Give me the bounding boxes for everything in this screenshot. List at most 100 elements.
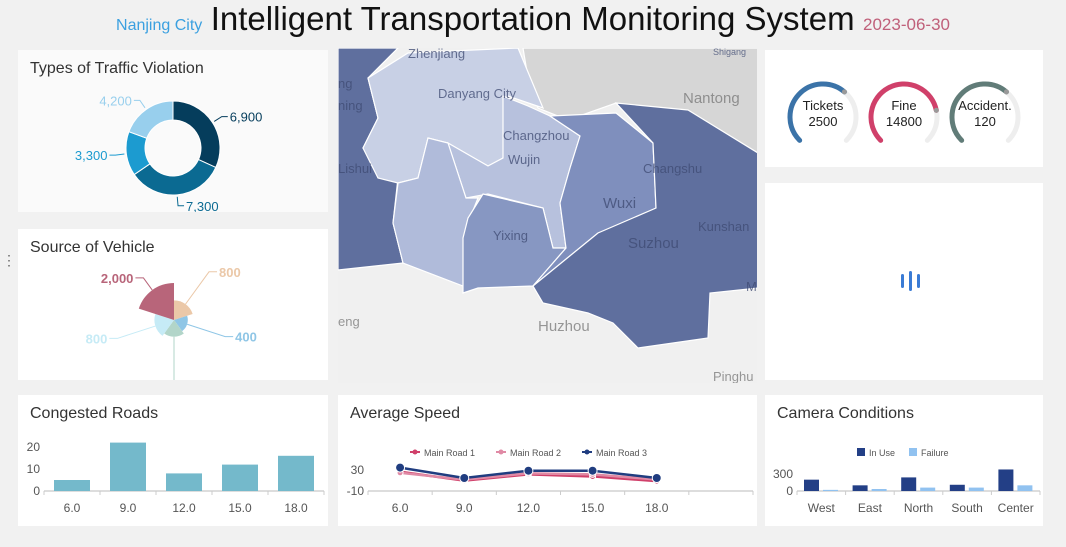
panel-title: Congested Roads [30, 405, 159, 422]
camera-bar [901, 477, 917, 491]
speed-point [523, 465, 534, 476]
x-tick-label: North [904, 501, 933, 515]
camera-panel: Camera Conditions West East North South Cent… [765, 395, 1043, 526]
legend-label: In Use [869, 448, 895, 458]
map-label: Kunshan [698, 219, 749, 234]
gauge-value: 14800 [886, 114, 922, 129]
x-tick-label: 12.0 [172, 501, 196, 515]
rose-label: 800 [86, 331, 108, 346]
panel-title: Average Speed [350, 405, 461, 422]
gauge-label: Accident. [958, 98, 1011, 113]
speed-line-chart: 6.0 9.0 12.0 15.0 18.0 -10 30 Main Road 1 Main R… [347, 448, 754, 515]
donut-label: 4,200 [99, 93, 132, 108]
vehicle-panel: Source of Vehicle 800 400 600 800 2,000 [18, 229, 328, 380]
camera-bar-chart: West East North South Center 0 300 In Use Failur… [773, 448, 1041, 515]
violation-panel: Types of Traffic Violation 6,900 7,300 3,3… [18, 50, 328, 212]
gauge-pointer [1003, 89, 1009, 95]
rose-label: 400 [235, 330, 257, 345]
rose-label-line [135, 277, 153, 291]
loading-panel [765, 183, 1043, 380]
legend-label: Failure [921, 448, 949, 458]
rose-label: 800 [219, 265, 241, 280]
speed-point [459, 473, 470, 483]
gauge-progress [787, 81, 847, 143]
camera-bar [949, 484, 965, 491]
donut-label: 6,900 [230, 110, 263, 125]
vehicle-rose-chart: 800 400 600 800 2,000 [86, 265, 257, 380]
camera-bar [968, 487, 984, 491]
legend-label: Main Road 3 [596, 448, 647, 458]
gauge-pointer [841, 89, 847, 95]
region-map[interactable]: Zhenjiang Danyang City Nantong Shigang Chang… [338, 48, 757, 383]
donut-label: 3,300 [75, 148, 108, 163]
x-tick-label: 6.0 [64, 501, 81, 515]
legend-label: Main Road 1 [424, 448, 475, 458]
camera-bar [852, 485, 868, 491]
x-tick-label: 6.0 [392, 501, 409, 515]
gauge-label: Tickets [803, 98, 844, 113]
region-suzhou [532, 102, 757, 349]
rose-slice [174, 315, 188, 332]
y-tick-label: 0 [786, 484, 793, 498]
map-label: eng [338, 314, 360, 329]
region-yixing [462, 193, 568, 294]
panel-title: Types of Traffic Violation [30, 60, 204, 77]
rose-label-line [109, 325, 156, 339]
map-panel[interactable]: Zhenjiang Danyang City Nantong Shigang Chang… [338, 48, 757, 383]
rose-slice [174, 300, 193, 320]
legend-swatch [857, 448, 865, 456]
rose-slice [138, 283, 174, 320]
congested-bar [222, 464, 258, 491]
gauge-pointer [933, 107, 939, 113]
x-tick-label: 9.0 [456, 501, 473, 515]
gauge-panel: Tickets 2500 Fine 14800 Accident. 120 [765, 50, 1043, 167]
legend-marker [584, 449, 590, 455]
gauge-value: 2500 [809, 114, 838, 129]
gauge-label: Fine [891, 98, 916, 113]
congested-bar-chart: 6.0 9.0 12.0 15.0 18.0 0 10 20 [27, 440, 325, 515]
x-tick-label: 18.0 [645, 501, 669, 515]
x-tick-label: East [858, 501, 883, 515]
map-label: ning [338, 98, 363, 113]
congested-panel: Congested Roads 6.0 9.0 12.0 15.0 18.0 0 10 20 [18, 395, 328, 526]
congested-bar [54, 480, 90, 491]
x-tick-label: South [951, 501, 982, 515]
map-label: Pinghu [713, 369, 753, 383]
speed-point [587, 465, 598, 476]
map-label: Danyang City [438, 86, 517, 101]
donut-slice [128, 100, 174, 139]
donut-label-line [213, 116, 228, 122]
y-tick-label: -10 [347, 484, 365, 498]
map-label: Suzhou [628, 235, 679, 252]
camera-bar [871, 489, 887, 491]
x-tick-label: Center [998, 501, 1034, 515]
legend-marker [498, 449, 504, 455]
x-tick-label: West [808, 501, 836, 515]
camera-bar [1017, 485, 1033, 491]
header: Nanjing City Intelligent Transportation … [0, 0, 1066, 48]
map-label: ng [338, 76, 352, 91]
congested-bar [166, 473, 202, 491]
map-label: Wuxi [603, 195, 636, 212]
rose-label: 2,000 [101, 271, 134, 286]
legend-swatch [909, 448, 917, 456]
rose-slice [154, 313, 174, 336]
camera-bar [920, 487, 936, 491]
map-label: Lishui [338, 161, 372, 176]
rose-label-line [185, 271, 218, 305]
map-label: Shigang [713, 48, 746, 57]
camera-bar [823, 489, 838, 491]
city-label: Nanjing City [116, 17, 203, 34]
gauge-progress [868, 81, 939, 143]
panel-title: Source of Vehicle [30, 239, 155, 256]
congested-bar [110, 442, 146, 491]
x-tick-label: 15.0 [228, 501, 252, 515]
legend-marker [412, 449, 418, 455]
violation-donut-chart: 6,900 7,300 3,300 4,200 [75, 93, 263, 212]
y-tick-label: 20 [27, 440, 41, 454]
map-label: Huzhou [538, 318, 590, 335]
rose-label-line [186, 323, 234, 338]
drag-handle-icon[interactable]: ⋮ [2, 252, 16, 268]
panel-title: Camera Conditions [777, 405, 914, 422]
